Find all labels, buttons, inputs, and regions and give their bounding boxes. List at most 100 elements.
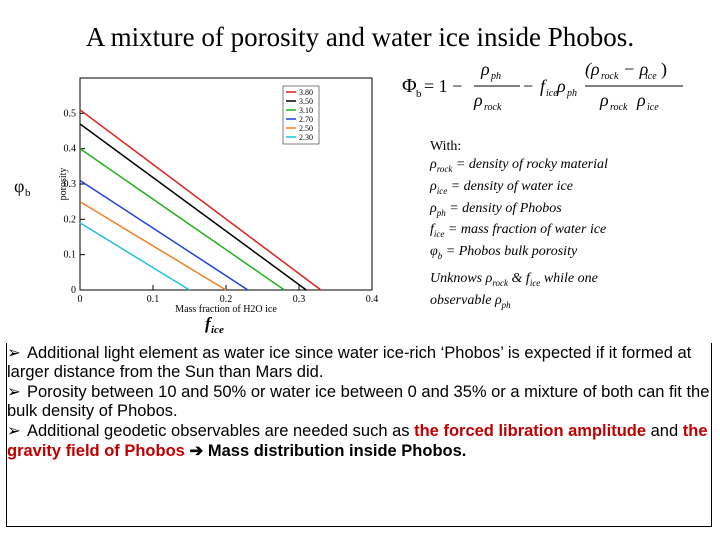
y-tick-label: 0 xyxy=(71,285,76,296)
bullet-marker: ➢ xyxy=(7,344,21,362)
highlight: the gravity field of Phobos xyxy=(7,422,708,460)
subscript: ice xyxy=(436,185,448,196)
highlight: the forced libration amplitude xyxy=(414,422,647,440)
t: & xyxy=(508,271,526,286)
symbol: f xyxy=(430,222,434,238)
text: = Phobos bulk porosity xyxy=(442,244,578,260)
y-axis-label: porosity xyxy=(58,168,69,201)
subscript: ph xyxy=(436,207,446,218)
f: ρ xyxy=(636,90,646,110)
t: ph xyxy=(501,299,511,310)
subscript: ice xyxy=(433,229,445,240)
line xyxy=(79,222,190,291)
symbol: ρ xyxy=(430,178,437,194)
y-tick-label: 0.2 xyxy=(64,214,77,225)
plot-area xyxy=(79,77,373,291)
t: while one observable xyxy=(430,271,598,308)
y-tick-label: 0.4 xyxy=(64,144,77,155)
y-tick-label: 0.3 xyxy=(64,179,77,190)
f: − xyxy=(523,76,533,96)
f: rock xyxy=(484,102,502,113)
t: rock xyxy=(492,277,509,288)
f: rock xyxy=(601,71,619,82)
line xyxy=(79,109,322,291)
y-tick-label: 0.1 xyxy=(64,250,77,261)
f: ice xyxy=(645,71,657,82)
bullet: ➢ Porosity between 10 and 50% or water ic… xyxy=(7,382,711,421)
x-tick-label: 0 xyxy=(78,294,83,305)
subscript: b xyxy=(437,250,443,261)
text: = density of rocky material xyxy=(452,157,608,172)
f: (ρ xyxy=(585,59,600,80)
x-tick-label: 0.2 xyxy=(220,294,233,305)
t: ρ xyxy=(485,271,493,286)
f: rock xyxy=(610,102,628,113)
legend-label: 2.50 xyxy=(299,124,313,133)
f: f xyxy=(540,76,548,96)
t: f xyxy=(525,271,530,286)
bullet-marker: ➢ xyxy=(7,422,21,440)
subscript: rock xyxy=(436,163,453,174)
definition: ρph = density of Phobos xyxy=(430,200,608,222)
t: ice xyxy=(529,277,541,288)
x-tick-label: 0.4 xyxy=(366,294,379,305)
line xyxy=(79,201,227,291)
text: Additional light element as water ice si… xyxy=(7,344,692,381)
definition: ρice = density of water ice xyxy=(430,178,608,200)
f: = 1 − xyxy=(424,76,462,96)
f: ice xyxy=(647,102,659,113)
legend-label: 3.50 xyxy=(299,97,313,106)
text: = mass fraction of water ice xyxy=(444,222,607,238)
symbol: ρ xyxy=(430,200,437,216)
f: ρ xyxy=(556,76,566,96)
t: ρ xyxy=(494,292,502,308)
heading: With: xyxy=(430,139,462,154)
t: Unknows xyxy=(430,271,486,286)
annotation: f xyxy=(205,314,213,333)
unknowns: Unknows ρrock & fice while one observabl… xyxy=(430,270,650,314)
symbol: φ xyxy=(430,244,438,260)
bullet-marker: ➢ xyxy=(7,383,21,401)
x-tick-label: 0.3 xyxy=(293,294,306,305)
bullet: ➢ Additional geodetic observables are nee… xyxy=(7,421,711,461)
f: ρ xyxy=(599,90,609,110)
annotation: φ xyxy=(14,176,24,196)
definitions: With: ρrock = density of rocky material ρi… xyxy=(430,138,608,265)
text: = density of Phobos xyxy=(445,200,562,216)
text: Additional geodetic observables are need… xyxy=(27,422,415,440)
definition: ρrock = density of rocky material xyxy=(430,156,608,178)
legend-label: 2.70 xyxy=(299,115,313,124)
f: Φ xyxy=(402,75,417,97)
line xyxy=(79,148,285,291)
f: ρ xyxy=(473,90,483,110)
text: and xyxy=(646,422,683,440)
f: ice xyxy=(546,88,558,99)
legend-label: 3.80 xyxy=(299,88,313,97)
bullets: ➢ Additional light element as water ice s… xyxy=(6,343,712,527)
legend xyxy=(282,85,320,145)
f: − ρ xyxy=(623,59,649,79)
f: ρ xyxy=(480,59,490,79)
f: ph xyxy=(490,71,501,82)
x-tick-label: 0.1 xyxy=(147,294,160,305)
f: ) xyxy=(661,59,667,80)
f: b xyxy=(416,88,422,100)
chart: 0 0.1 0.2 0.3 0.4 0 0.1 0.2 0.3 0.4 0.5 Mass fracti… xyxy=(58,77,379,315)
y-tick-label: 0.5 xyxy=(64,108,77,119)
title: A mixture of porosity and water ice insi… xyxy=(85,22,635,52)
bullet: ➢ Additional light element as water ice s… xyxy=(7,343,711,382)
text: = density of water ice xyxy=(447,178,573,194)
annotation: ice xyxy=(211,324,224,336)
legend-label: 3.10 xyxy=(299,106,313,115)
formula: Φ b = 1 − ρ ph ρ rock − f ice ρ ph (ρ ro… xyxy=(402,59,683,113)
f: ph xyxy=(566,88,577,99)
x-axis-label: Mass fraction of H2O ice xyxy=(175,304,277,315)
symbol: ρ xyxy=(430,157,437,172)
figure: Φ b = 1 − ρ ph ρ rock − f ice ρ ph (ρ ro… xyxy=(14,59,683,336)
legend-label: 2.30 xyxy=(299,133,313,142)
annotation: b xyxy=(25,187,31,199)
text: ➔ Mass distribution inside Phobos. xyxy=(184,442,467,460)
line xyxy=(79,123,307,291)
text: Porosity between 10 and 50% or water ice… xyxy=(7,383,710,420)
